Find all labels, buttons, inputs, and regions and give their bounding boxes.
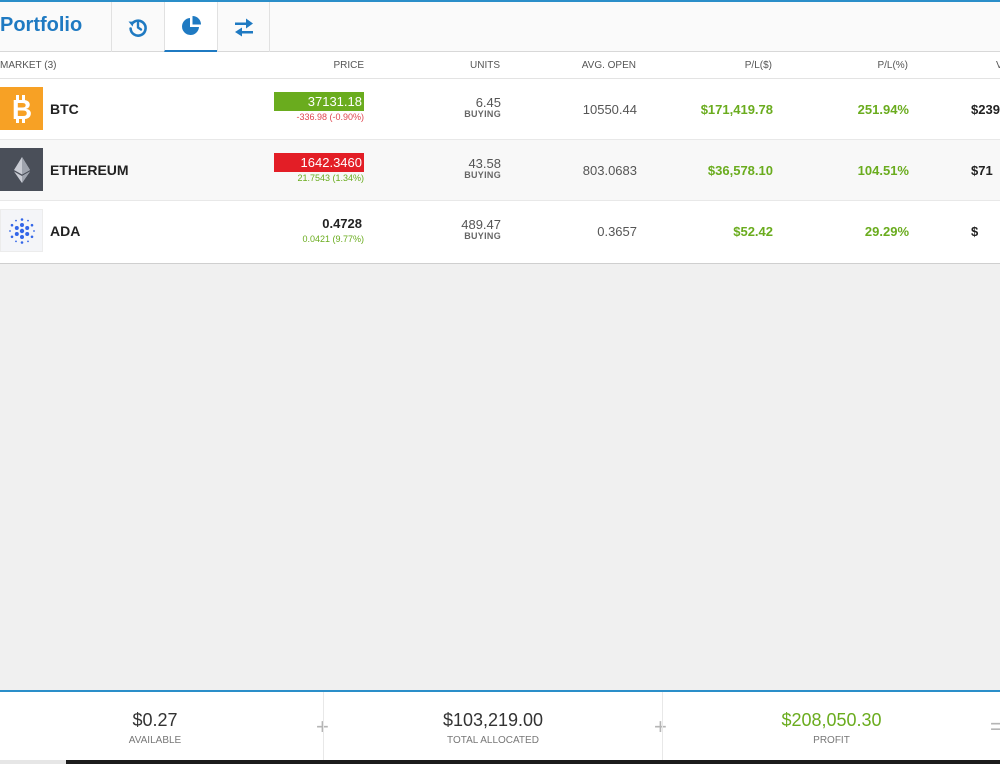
total-allocated-label: TOTAL ALLOCATED [447,735,539,746]
column-pl-pct[interactable]: P/L(%) [877,60,908,71]
trade-direction: BUYING [464,170,501,180]
pie-chart-icon [182,16,201,35]
portfolio-header: Portfolio [0,2,1000,52]
avg-open-value: 803.0683 [582,163,637,178]
units-cell: 6.45 BUYING [464,95,501,119]
price-cell: 37131.18 -336.98 (-0.90%) [274,92,364,122]
position-value: $239 [971,102,1000,117]
tab-allocation[interactable] [164,2,217,52]
column-market[interactable]: MARKET (3) [0,60,57,71]
available-label: AVAILABLE [128,735,182,746]
total-allocated-amount: $103,219.00 [442,710,544,730]
avg-open-value: 10550.44 [582,102,637,117]
units-value: 489.47 [461,217,501,232]
available-summary: $0.27 AVAILABLE [0,692,310,760]
units-cell: 489.47 BUYING [461,217,501,241]
column-value[interactable]: V [996,60,1000,71]
column-avg-open[interactable]: AVG. OPEN [581,60,636,71]
market-name: ADA [50,223,81,239]
trade-direction: BUYING [464,231,501,241]
units-cell: 43.58 BUYING [464,156,501,180]
price-change: 0.0421 (9.77%) [302,234,364,244]
table-row[interactable]: B BTC 37131.18 -336.98 (-0.90%) 6.45 BUY… [0,79,1000,140]
price-cell: 0.4728 0.0421 (9.77%) [274,214,364,244]
table-row[interactable]: ADA 0.4728 0.0421 (9.77%) 489.47 BUYING … [0,201,1000,263]
profit-amount: $208,050.30 [781,710,882,730]
plus-icon: + [654,714,667,739]
pl-pct-value: 104.51% [857,163,909,178]
equals-icon: = [990,714,1000,739]
position-value: $71 [971,163,993,178]
total-allocated-summary: $103,219.00 TOTAL ALLOCATED [325,692,661,760]
price-value: 0.4728 [322,216,362,231]
pl-pct-value: 29.29% [864,224,909,239]
ethereum-icon [0,148,43,191]
page-title: Portfolio [0,14,83,36]
summary-divider [662,692,663,760]
profit-summary: $208,050.30 PROFIT [663,692,1000,760]
history-icon [128,19,147,37]
pl-usd-value: $52.42 [733,224,773,239]
market-name: BTC [50,101,79,117]
portfolio-table: MARKET (3) PRICE UNITS AVG. OPEN P/L($) … [0,52,1000,264]
price-cell: 1642.3460 21.7543 (1.34%) [274,153,364,183]
bottom-bar [0,760,1000,764]
pl-usd-value: $171,419.78 [700,102,773,117]
column-price[interactable]: PRICE [333,60,364,71]
portfolio-summary: $0.27 AVAILABLE + $103,219.00 TOTAL ALLO… [0,690,1000,760]
trade-direction: BUYING [464,109,501,119]
price-value: 1642.3460 [274,153,364,172]
tab-transfer[interactable] [217,2,270,52]
bitcoin-icon: B [0,87,43,130]
table-header: MARKET (3) PRICE UNITS AVG. OPEN P/L($) … [0,52,1000,79]
summary-divider [323,692,324,760]
swap-arrows-icon [234,18,253,37]
price-change: -336.98 (-0.90%) [296,112,364,122]
column-pl-usd[interactable]: P/L($) [744,60,772,71]
avg-open-value: 0.3657 [597,224,637,239]
top-accent-line [0,0,1000,2]
position-value: $ [971,224,979,239]
tab-history[interactable] [111,2,164,52]
plus-icon: + [316,714,329,740]
price-value: 37131.18 [274,92,364,111]
pl-usd-value: $36,578.10 [707,163,773,178]
price-change: 21.7543 (1.34%) [297,173,364,183]
table-row[interactable]: ETHEREUM 1642.3460 21.7543 (1.34%) 43.58… [0,140,1000,201]
units-value: 43.58 [468,156,501,171]
column-units[interactable]: UNITS [470,60,500,71]
pl-pct-value: 251.94% [857,102,909,117]
profit-label: PROFIT [813,735,850,746]
units-value: 6.45 [475,95,501,110]
cardano-icon [0,209,43,252]
market-name: ETHEREUM [50,162,129,178]
svg-text:B: B [11,94,31,124]
available-amount: $0.27 [132,710,178,730]
bottom-bar-segment [0,760,66,764]
